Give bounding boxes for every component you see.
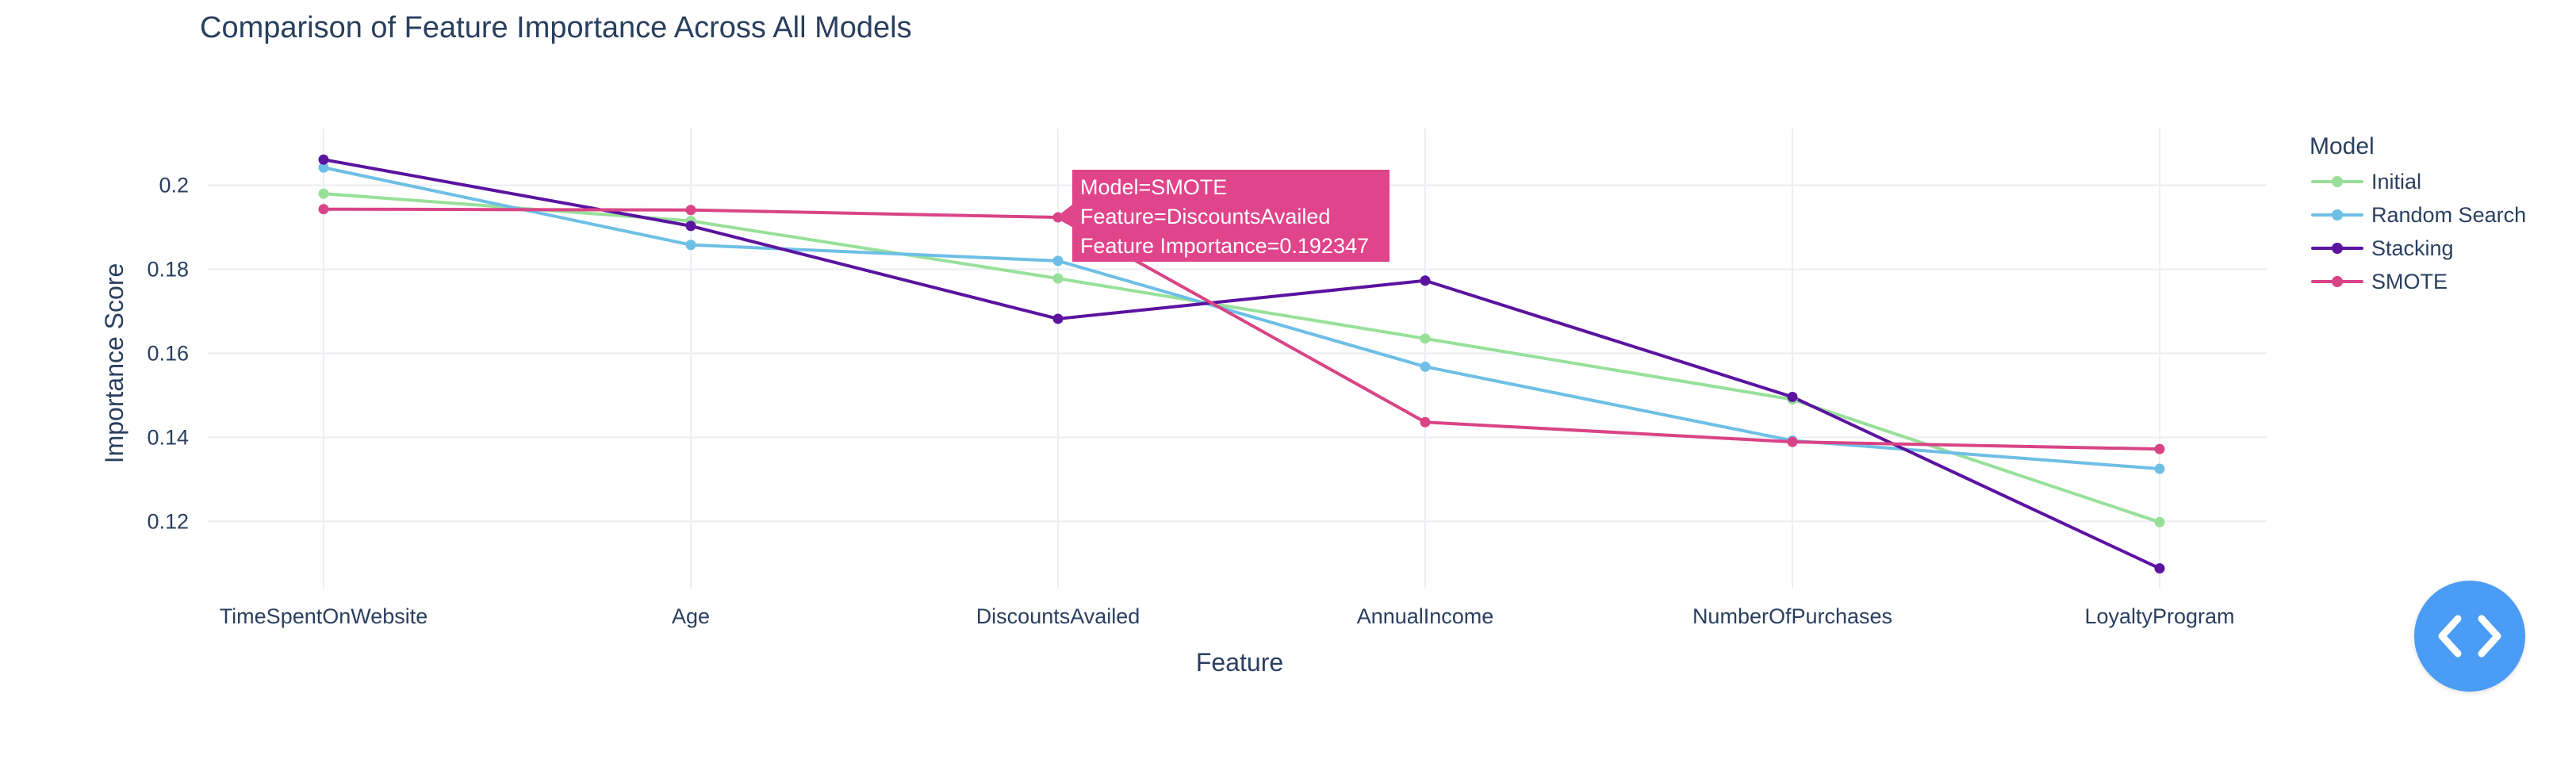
series-line-smote	[323, 207, 2160, 451]
legend-title: Model	[2310, 133, 2375, 159]
data-point-initial[interactable]	[1052, 273, 1064, 284]
y-tick-label: 0.12	[147, 509, 189, 533]
series-points[interactable]	[318, 154, 2165, 574]
data-point-stacking[interactable]	[1420, 275, 1431, 286]
series-lines	[323, 158, 2160, 570]
x-tick-labels: TimeSpentOnWebsite Age DiscountsAvailed Ann…	[220, 604, 2235, 628]
chart-title: Comparison of Feature Importance Across …	[200, 11, 912, 44]
x-tick-label: NumberOfPurchases	[1692, 604, 1892, 628]
tooltip-line-model: Model=SMOTE	[1080, 175, 1228, 199]
legend-swatch-marker	[2332, 276, 2343, 287]
data-point-smote[interactable]	[1420, 416, 1431, 428]
data-point-random-search[interactable]	[2154, 463, 2165, 474]
tooltip-arrow	[1058, 205, 1072, 227]
data-point-smote[interactable]	[1787, 436, 1798, 447]
legend-swatch-marker	[2332, 176, 2343, 187]
series-line-random-search	[323, 166, 2160, 471]
y-gridlines	[208, 184, 2267, 523]
data-point-stacking[interactable]	[1787, 391, 1798, 402]
hover-tooltip: Model=SMOTE Feature=DiscountsAvailed Fea…	[1072, 170, 1390, 262]
series-line-stacking	[323, 158, 2160, 570]
data-point-initial[interactable]	[318, 188, 329, 199]
tooltip-line-feature: Feature=DiscountsAvailed	[1080, 205, 1331, 228]
data-point-smote[interactable]	[2154, 443, 2165, 454]
y-axis-title: Importance Score	[100, 263, 128, 464]
x-tick-label: Age	[672, 604, 710, 628]
legend-swatch	[2310, 165, 2365, 198]
code-toggle-button[interactable]	[2414, 581, 2525, 692]
legend: Model Initial Random Search Stacking SMOTE	[2310, 133, 2526, 298]
x-tick-label: TimeSpentOnWebsite	[220, 604, 428, 628]
data-point-random-search[interactable]	[685, 240, 696, 251]
data-point-smote[interactable]	[685, 205, 696, 216]
data-point-random-search[interactable]	[318, 162, 329, 173]
y-tick-label: 0.16	[147, 341, 189, 365]
legend-item-initial[interactable]: Initial	[2310, 165, 2526, 198]
legend-swatch-marker	[2332, 243, 2343, 254]
code-icon	[2438, 615, 2501, 658]
legend-item-random-search[interactable]: Random Search	[2310, 198, 2526, 232]
y-tick-label: 0.18	[147, 257, 189, 281]
data-point-stacking[interactable]	[318, 154, 329, 165]
legend-label: Stacking	[2371, 236, 2454, 260]
x-tick-label: DiscountsAvailed	[976, 604, 1140, 628]
data-point-stacking[interactable]	[1052, 313, 1064, 324]
legend-swatch	[2310, 232, 2365, 265]
legend-label: SMOTE	[2371, 269, 2448, 293]
tooltip-line-importance: Feature Importance=0.192347	[1080, 234, 1369, 258]
data-point-smote[interactable]	[318, 204, 329, 215]
legend-swatch	[2310, 265, 2365, 298]
data-point-random-search[interactable]	[1420, 361, 1431, 372]
legend-item-stacking[interactable]: Stacking	[2310, 232, 2526, 265]
legend-label: Initial	[2371, 169, 2422, 194]
legend-item-smote[interactable]: SMOTE	[2310, 265, 2526, 298]
data-point-stacking[interactable]	[685, 221, 696, 232]
data-point-stacking[interactable]	[2154, 563, 2165, 574]
x-tick-label: AnnualIncome	[1357, 604, 1494, 628]
x-tick-label: LoyaltyProgram	[2084, 604, 2234, 628]
legend-items: Initial Random Search Stacking SMOTE	[2310, 165, 2526, 298]
y-tick-labels: 0.12 0.14 0.16 0.18 0.2	[147, 174, 189, 534]
legend-label: Random Search	[2371, 202, 2527, 227]
x-axis-title: Feature	[1196, 648, 1283, 677]
y-tick-label: 0.2	[159, 174, 189, 198]
data-point-initial[interactable]	[2154, 516, 2165, 527]
data-point-random-search[interactable]	[1052, 255, 1064, 267]
data-point-initial[interactable]	[1420, 333, 1431, 344]
y-tick-label: 0.14	[147, 425, 189, 449]
legend-swatch	[2310, 198, 2365, 232]
legend-swatch-marker	[2332, 209, 2343, 221]
